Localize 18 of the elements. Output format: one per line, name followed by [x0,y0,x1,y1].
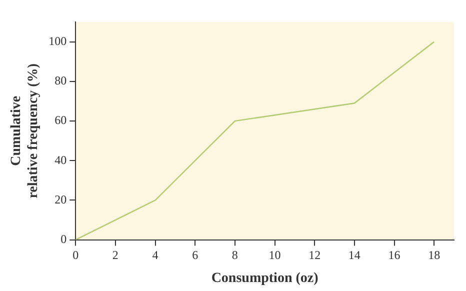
x-tick-label: 12 [308,248,321,262]
x-tick-label: 14 [348,248,360,262]
y-tick-label: 0 [60,232,67,246]
y-axis-title: Cumulative relative frequency (%) [9,63,41,198]
x-tick-label: 0 [72,248,79,262]
x-tick-label: 2 [112,248,118,262]
x-tick-label: 6 [192,248,198,262]
x-tick-label: 4 [152,248,158,262]
x-tick-label: 18 [428,248,440,262]
x-axis-title: Consumption (oz) [211,271,319,286]
x-tick-label: 10 [268,248,281,262]
y-tick-label: 20 [54,192,67,206]
y-tick-label: 40 [54,152,67,167]
x-tick-label: 8 [232,248,238,262]
y-tick-label: 80 [54,74,67,88]
x-tick-label: 16 [388,248,400,262]
y-tick-label: 60 [54,113,67,128]
y-tick-label: 100 [48,34,67,48]
